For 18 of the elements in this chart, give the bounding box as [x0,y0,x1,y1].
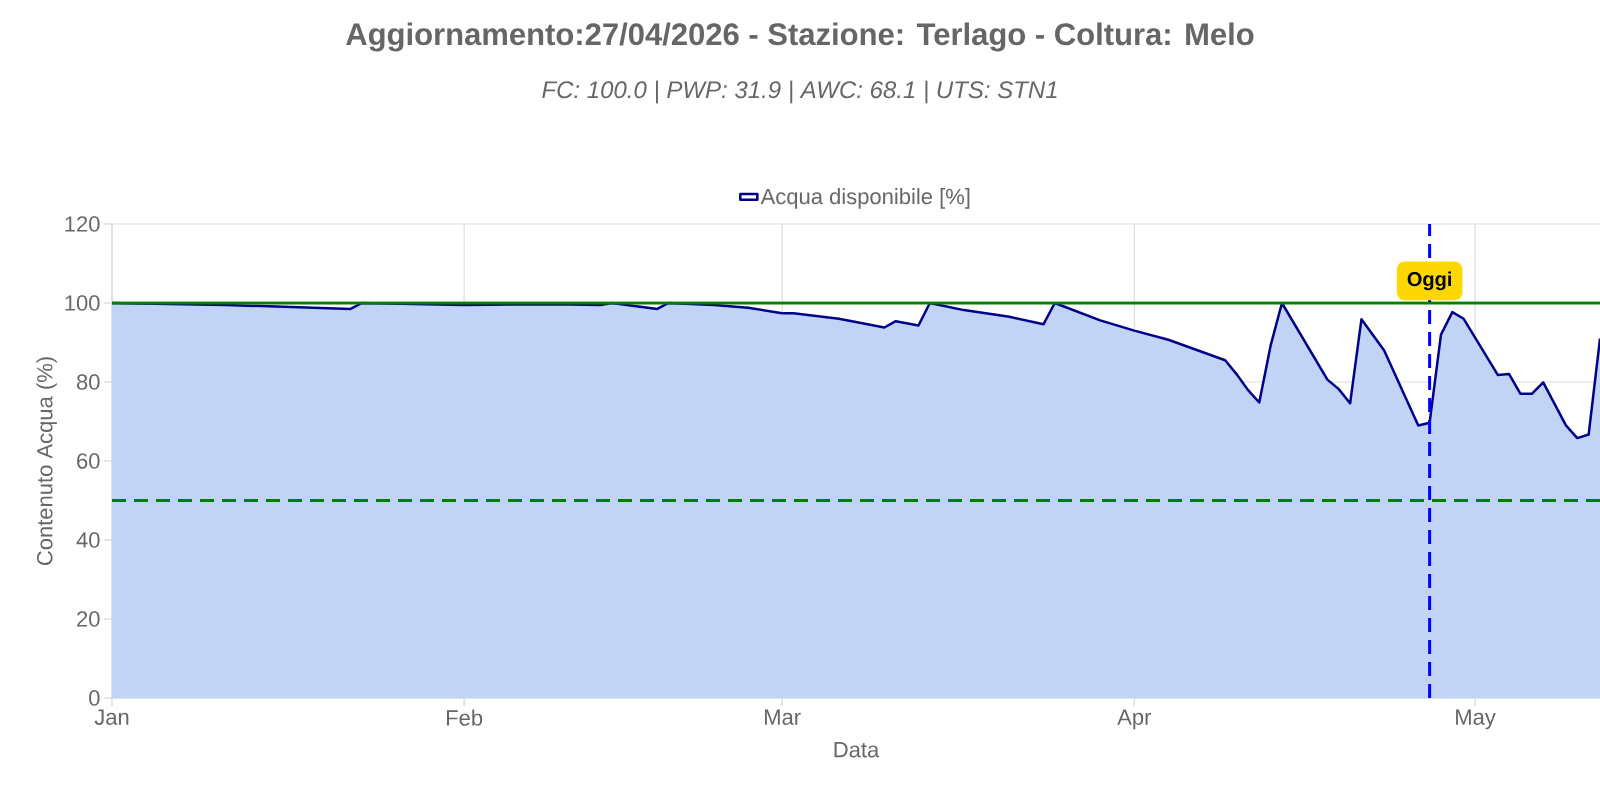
x-axis-title: Data [834,742,880,758]
legend-label: Acqua disponibile [%] [760,188,970,209]
y-tick-label: 0 [89,690,100,706]
y-tick-label: 80 [76,374,100,390]
x-tick-label: May [1456,709,1496,730]
chart-subtitle: FC: 100.0 | PWP: 31.9 | AWC: 68.1 | UTS: STN1 [542,80,1057,104]
x-tick-label: Feb [446,709,483,726]
x-tick-label: Jan [94,709,129,725]
y-tick-label: 100 [65,295,100,311]
x-tick-label: Mar [765,709,801,725]
y-tick-label: 40 [76,532,100,548]
chart-title: Aggiornamento:27/04/2026 - Stazione: Terlago - Coltura: Melo [346,22,1254,52]
y-tick-label: 120 [65,216,100,232]
y-tick-label: 60 [77,453,100,469]
y-axis-title: Contenuto Acqua (%) [36,357,57,566]
x-tick-label: Apr [1117,709,1152,730]
y-tick-label: 20 [77,611,100,627]
ref-line-label: Oggi [1407,271,1451,291]
